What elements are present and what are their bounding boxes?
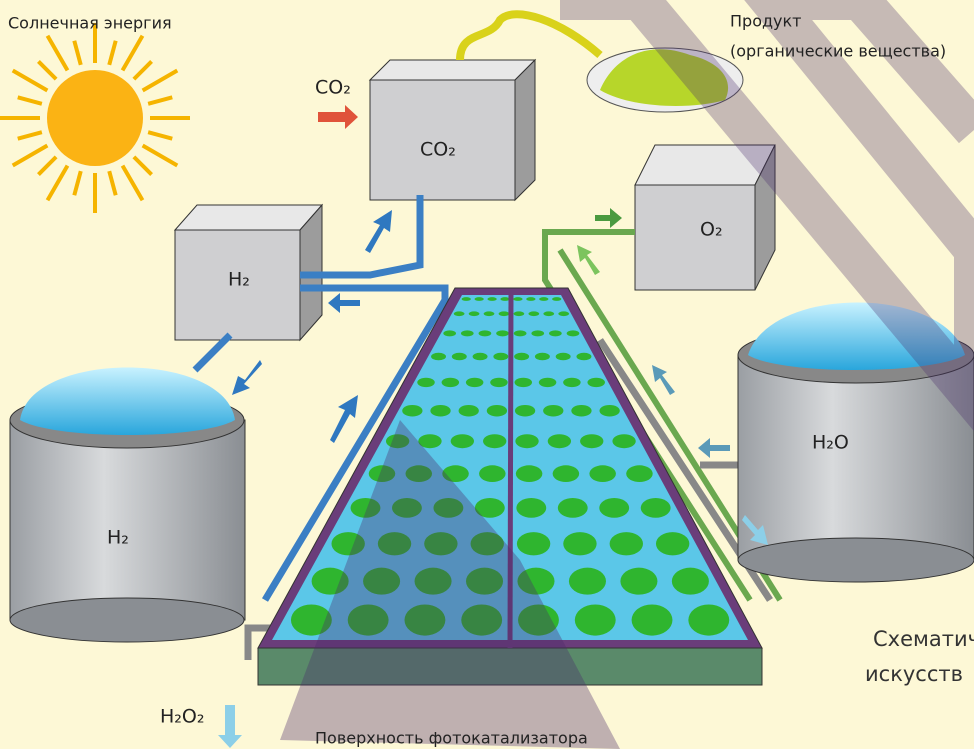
catalyst-cell (430, 405, 450, 417)
solar-label: Солнечная энергия (8, 14, 172, 33)
h2o-tank-label: H₂O (812, 432, 849, 454)
catalyst-cell (632, 604, 673, 635)
catalyst-cell (515, 434, 538, 448)
catalyst-cell (479, 330, 492, 336)
catalyst-cell (515, 378, 533, 387)
catalyst-cell (626, 465, 652, 482)
catalyst-cell (620, 568, 657, 595)
catalyst-cell (599, 498, 629, 518)
co2-box-label: CO₂ (420, 139, 456, 161)
catalyst-cell (563, 378, 581, 387)
catalyst-cell (514, 330, 527, 336)
catalyst-cell (543, 311, 554, 316)
catalyst-cell (459, 405, 479, 417)
h2o2-label: H₂O₂ (160, 706, 204, 728)
catalyst-cell (589, 465, 615, 482)
catalyst-cell (539, 378, 557, 387)
catalyst-cell (563, 532, 596, 555)
caption: Схематич (873, 627, 974, 651)
catalyst-cell (514, 353, 529, 361)
catalyst-cell (513, 297, 522, 301)
catalyst-cell (528, 311, 539, 316)
product-label: (органические вещества) (730, 42, 946, 61)
catalyst-cell (539, 297, 548, 301)
h2-box-label: H₂ (228, 269, 250, 291)
catalyst-cell (402, 405, 422, 417)
catalyst-cell (469, 311, 480, 316)
co2-input-label: CO₂ (315, 77, 351, 99)
catalyst-cell (599, 405, 619, 417)
catalyst-cell (569, 568, 606, 595)
catalyst-cell (517, 532, 550, 555)
catalyst-cell (610, 532, 643, 555)
catalyst-cell (531, 330, 544, 336)
catalyst-cell (516, 498, 546, 518)
catalyst-cell (461, 330, 474, 336)
catalyst-cell (567, 330, 580, 336)
catalyst-cell (493, 353, 508, 361)
h2-tank (10, 368, 245, 643)
catalyst-cell (543, 405, 563, 417)
h2-tank-label: H₂ (107, 527, 129, 549)
catalyst-cell (500, 297, 509, 301)
catalyst-cell (672, 568, 709, 595)
catalyst-cell (514, 311, 525, 316)
catalyst-cell (553, 465, 579, 482)
catalyst-cell (443, 330, 456, 336)
catalyst-cell (454, 311, 465, 316)
catalyst-cell (452, 353, 467, 361)
catalyst-cell (417, 378, 435, 387)
catalyst-cell (580, 434, 603, 448)
surface-label: Поверхность фотокатализатора (315, 729, 588, 748)
catalyst-cell (549, 330, 562, 336)
catalyst-cell (484, 311, 495, 316)
catalyst-cell (490, 378, 508, 387)
o2-box-label: O₂ (700, 219, 723, 241)
catalyst-cell (473, 353, 488, 361)
catalyst-cell (479, 465, 505, 482)
catalyst-cell (612, 434, 635, 448)
catalyst-cell (552, 297, 561, 301)
product-label: Продукт (730, 12, 802, 31)
catalyst-cell (487, 405, 507, 417)
catalyst-cell (496, 330, 509, 336)
catalyst-cell (656, 532, 689, 555)
catalyst-cell (462, 297, 471, 301)
catalyst-cell (442, 378, 460, 387)
catalyst-cell (556, 353, 571, 361)
catalyst-cell (499, 311, 510, 316)
catalyst-cell (516, 465, 542, 482)
catalyst-cell (515, 405, 535, 417)
catalyst-cell (587, 378, 605, 387)
catalyst-cell (571, 405, 591, 417)
catalyst-cell (487, 297, 496, 301)
catalyst-cell (558, 498, 588, 518)
diagram: Солнечная энергия Продукт (органические … (0, 0, 974, 749)
sun-disc (47, 70, 143, 166)
catalyst-cell (451, 434, 474, 448)
catalyst-cell (548, 434, 571, 448)
catalyst-cell (558, 311, 569, 316)
co2-box (370, 60, 535, 200)
caption: искусств (865, 662, 963, 686)
catalyst-cell (535, 353, 550, 361)
catalyst-cell (576, 353, 591, 361)
catalyst-cell (483, 434, 506, 448)
catalyst-cell (431, 353, 446, 361)
catalyst-cell (526, 297, 535, 301)
catalyst-cell (466, 378, 484, 387)
catalyst-cell (641, 498, 671, 518)
catalyst-cell (575, 604, 616, 635)
catalyst-cell (688, 604, 729, 635)
catalyst-cell (475, 297, 484, 301)
